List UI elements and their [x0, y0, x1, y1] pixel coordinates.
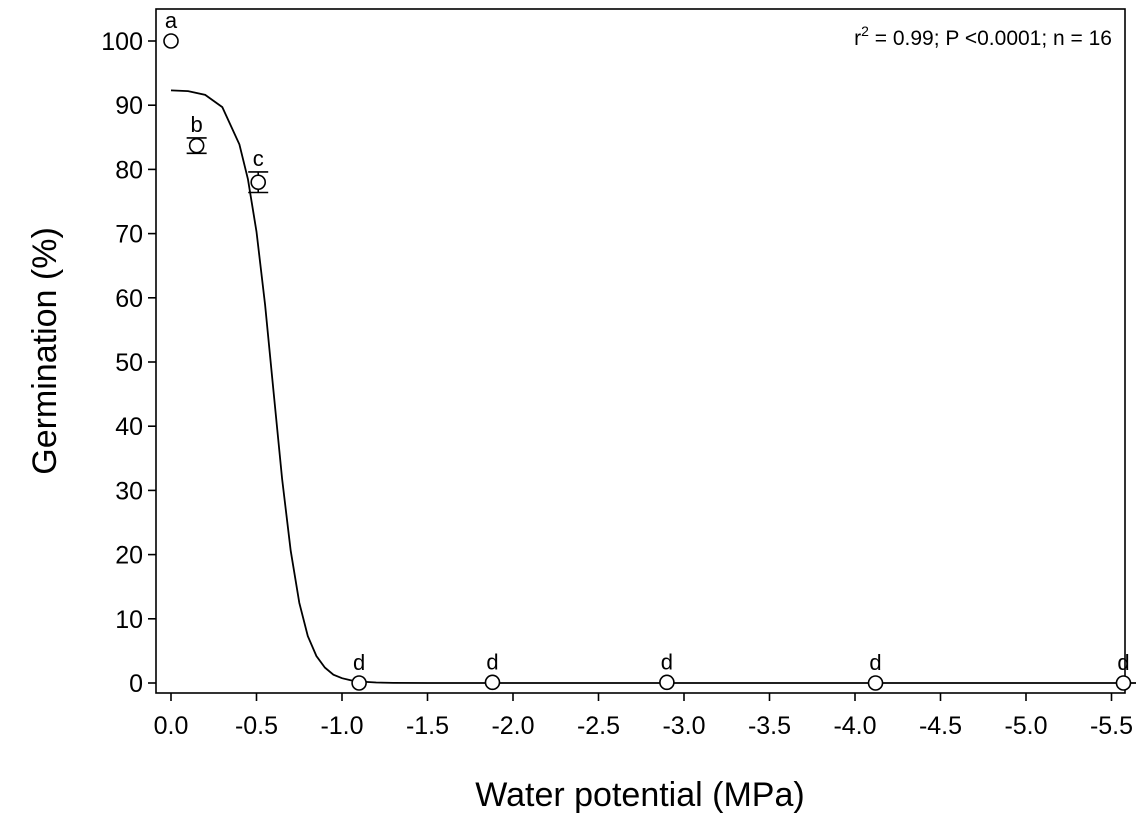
- plot-frame: [155, 8, 1126, 694]
- y-tick-label: 70: [115, 221, 143, 249]
- x-tick-label: -3.0: [662, 712, 705, 740]
- x-tick-label: 0.0: [154, 712, 189, 740]
- data-point: [351, 675, 367, 691]
- y-tick-label: 90: [115, 92, 143, 120]
- stat-superscript: 2: [861, 23, 869, 39]
- fitted-curve: [170, 89, 1136, 684]
- x-tick-label: -1.5: [406, 712, 449, 740]
- data-point: [1115, 675, 1132, 691]
- data-point: [484, 674, 501, 691]
- x-tick-label: -4.0: [833, 712, 876, 740]
- x-axis-title: Water potential (MPa): [475, 776, 804, 814]
- data-points: a b c d d d d d: [163, 8, 1132, 691]
- data-point: [163, 33, 179, 49]
- significance-letter: a: [165, 8, 178, 33]
- x-tick-label: -3.5: [748, 712, 791, 740]
- significance-letter: d: [1117, 650, 1129, 675]
- significance-letter: d: [661, 649, 673, 674]
- significance-letter: d: [869, 650, 881, 675]
- x-tick-label: -0.5: [235, 712, 278, 740]
- y-tick-label: 100: [101, 28, 143, 56]
- y-tick-label: 80: [115, 156, 143, 184]
- y-tick-label: 40: [115, 413, 143, 441]
- data-point: [250, 174, 267, 191]
- significance-letter: d: [353, 650, 365, 675]
- y-axis-ticks: 0 10 20 30 40 50 60 70 80 90 100: [101, 28, 156, 698]
- y-tick-label: 20: [115, 542, 143, 570]
- y-tick-label: 60: [115, 285, 143, 313]
- x-tick-label: -5.0: [1004, 712, 1047, 740]
- stat-rest: = 0.99; P <0.0001; n = 16: [869, 27, 1112, 50]
- significance-letter: d: [486, 649, 498, 674]
- y-tick-label: 30: [115, 477, 143, 505]
- data-point: [867, 675, 884, 691]
- x-tick-label: -1.0: [320, 712, 363, 740]
- data-point: [188, 137, 205, 154]
- data-point: [659, 674, 675, 691]
- y-tick-label: 10: [115, 606, 143, 634]
- y-tick-label: 0: [129, 670, 143, 698]
- fit-statistics: r2 = 0.99; P <0.0001; n = 16: [854, 23, 1112, 50]
- x-tick-label: -5.5: [1090, 712, 1133, 740]
- y-tick-label: 50: [115, 349, 143, 377]
- x-tick-label: -4.5: [919, 712, 962, 740]
- significance-letter: c: [253, 146, 264, 171]
- x-tick-label: -2.0: [491, 712, 534, 740]
- significance-letter: b: [191, 112, 203, 137]
- x-tick-label: -2.5: [577, 712, 620, 740]
- stat-prefix: r: [854, 27, 861, 50]
- x-axis-ticks: 0.0 -0.5 -1.0 -1.5 -2.0 -2.5 -3.0 -3.5 -4.0 -4.5 -…: [154, 693, 1133, 740]
- y-axis-title: Germination (%): [26, 227, 64, 475]
